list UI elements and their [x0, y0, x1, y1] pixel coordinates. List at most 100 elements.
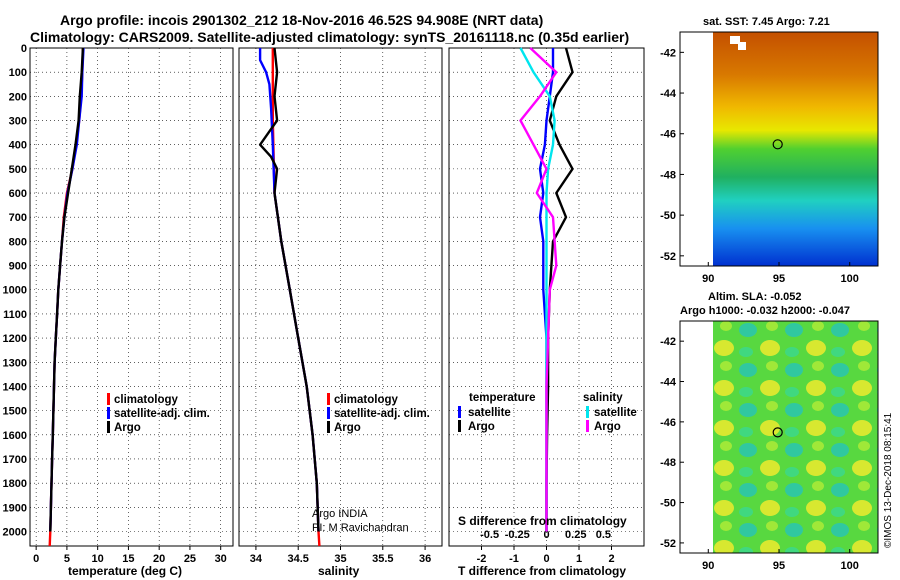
lon-tick-label: 95 — [773, 273, 785, 285]
lat-tick-label: -46 — [660, 417, 676, 429]
s-difference-tick-labels: -0.5 -0.25 0 0.25 0.5 — [480, 529, 611, 541]
s-diff-tick-label: -0.5 — [480, 529, 499, 541]
temperature-legend: climatology satellite-adj. clim. Argo — [107, 393, 210, 434]
sla-map-subtitle: Argo h1000: -0.032 h2000: -0.047 — [680, 305, 850, 317]
depth-tick-label: 900 — [9, 261, 27, 273]
x-tick-label: 0 — [543, 553, 549, 565]
x-tick-label: 34.5 — [287, 553, 308, 565]
depth-tick-label: 700 — [9, 212, 27, 224]
lon-tick-label: 90 — [702, 273, 714, 285]
x-tick-label: 36 — [419, 553, 431, 565]
depth-tick-label: 1700 — [3, 454, 27, 466]
x-tick-label: 20 — [153, 553, 165, 565]
land-mask-patch — [730, 36, 740, 44]
depth-tick-label: 1100 — [3, 309, 27, 321]
sst-field — [713, 32, 878, 266]
lat-tick-label: -52 — [660, 538, 676, 550]
depth-tick-label: 1600 — [3, 430, 27, 442]
x-tick-label: -2 — [477, 553, 487, 565]
legend-swatch-t-argo — [458, 420, 461, 432]
legend-swatch-argo — [107, 421, 110, 433]
lat-tick-label: -48 — [660, 169, 676, 181]
x-tick-label: 34 — [250, 553, 263, 565]
depth-tick-label: 800 — [9, 236, 27, 248]
legend-swatch-satellite — [107, 407, 110, 419]
difference-panel: -2 -1 0 1 2 -0.5 -0.25 0 0.25 0.5 S difference f… — [448, 47, 645, 578]
sla-map-ticks: -42 -44 -46 -48 -50 -52 90 95 100 — [660, 336, 859, 572]
salinity-tick-labels: 34 34.5 35 35.5 36 — [250, 546, 431, 565]
legend-title-temperature: temperature — [469, 392, 535, 404]
x-tick-label: 2 — [608, 553, 614, 565]
figure-titles: Argo profile: incois 2901302_212 18-Nov-… — [30, 12, 629, 45]
depth-tick-label: 1400 — [3, 381, 27, 393]
legend-label-s-satellite: satellite — [594, 407, 637, 419]
s-diff-tick-label: -0.25 — [505, 529, 530, 541]
salinity-grid — [239, 47, 442, 546]
depth-tick-label: 2000 — [3, 526, 27, 538]
lat-tick-label: -52 — [660, 251, 676, 263]
legend-swatch-s-satellite — [586, 406, 589, 418]
salinity-legend: climatology satellite-adj. clim. Argo — [327, 393, 430, 434]
depth-tick-label: 1500 — [3, 406, 27, 418]
x-tick-label: 10 — [92, 553, 104, 565]
x-tick-label: 35 — [334, 553, 346, 565]
legend-label-climatology: climatology — [334, 394, 399, 406]
s-diff-tick-label: 0.25 — [565, 529, 586, 541]
sla-field — [713, 321, 878, 553]
legend-title-salinity: salinity — [583, 392, 623, 404]
sst-map-title: sat. SST: 7.45 Argo: 7.21 — [703, 16, 830, 28]
legend-swatch-climatology — [107, 393, 110, 405]
legend-swatch-satellite — [327, 407, 330, 419]
temperature-series — [48, 47, 85, 547]
legend-swatch-argo — [327, 421, 330, 433]
lat-tick-label: -50 — [660, 498, 676, 510]
lat-tick-label: -50 — [660, 210, 676, 222]
s-diff-tick-label: 0 — [543, 529, 549, 541]
t-difference-axis-label: T difference from climatology — [458, 564, 626, 578]
imos-credit: ©IMOS 13-Dec-2018 08:15:41 — [883, 412, 894, 548]
x-tick-label: -1 — [509, 553, 519, 565]
salinity-panel: 34 34.5 35 35.5 36 salinity climatology sate… — [238, 47, 443, 578]
legend-label-s-argo: Argo — [594, 421, 621, 433]
x-tick-label: 30 — [215, 553, 227, 565]
x-tick-label: 25 — [184, 553, 196, 565]
temperature-grid — [30, 47, 233, 546]
depth-tick-label: 300 — [9, 116, 27, 128]
depth-tick-label: 1900 — [3, 502, 27, 514]
argo-program-label: Argo INDIA — [312, 508, 368, 520]
float-location-marker — [772, 139, 783, 150]
legend-swatch-t-satellite — [458, 406, 461, 418]
sla-map-panel: Altim. SLA: -0.052 Argo h1000: -0.032 h2… — [660, 291, 879, 572]
title-line-2: Climatology: CARS2009. Satellite-adjuste… — [30, 29, 629, 45]
legend-swatch-climatology — [327, 393, 330, 405]
salinity-axis-label: salinity — [318, 564, 360, 578]
lat-tick-label: -42 — [660, 336, 676, 348]
legend-swatch-s-argo — [586, 420, 589, 432]
x-tick-label: 0 — [33, 553, 39, 565]
legend-label-climatology: climatology — [114, 394, 179, 406]
lon-tick-label: 100 — [841, 273, 859, 285]
lat-tick-label: -48 — [660, 457, 676, 469]
temperature-tick-labels: 0 5 10 15 20 25 30 — [33, 546, 227, 565]
depth-tick-label: 1300 — [3, 357, 27, 369]
depth-tick-label: 100 — [9, 67, 27, 79]
temperature-axis-label: temperature (deg C) — [68, 564, 182, 578]
depth-tick-label: 600 — [9, 188, 27, 200]
temperature-panel: 0100200300400500600700800900100011001200… — [3, 43, 234, 578]
depth-tick-label: 1000 — [3, 285, 27, 297]
depth-tick-label: 0 — [21, 43, 27, 55]
lat-tick-label: -42 — [660, 47, 676, 59]
legend-label-argo: Argo — [334, 422, 361, 434]
depth-tick-label: 1200 — [3, 333, 27, 345]
series-line-salinity-argo — [519, 47, 558, 532]
sst-map-panel: sat. SST: 7.45 Argo: 7.21 -42 -44 -46 -48 -5… — [660, 16, 879, 285]
depth-tick-label: 400 — [9, 140, 27, 152]
land-mask-patch — [738, 42, 746, 50]
depth-tick-label: 1800 — [3, 478, 27, 490]
lat-tick-label: -46 — [660, 129, 676, 141]
title-line-1: Argo profile: incois 2901302_212 18-Nov-… — [60, 12, 543, 28]
salinity-series — [258, 47, 321, 547]
lon-tick-label: 100 — [841, 560, 859, 572]
legend-label-satellite: satellite-adj. clim. — [114, 408, 210, 420]
